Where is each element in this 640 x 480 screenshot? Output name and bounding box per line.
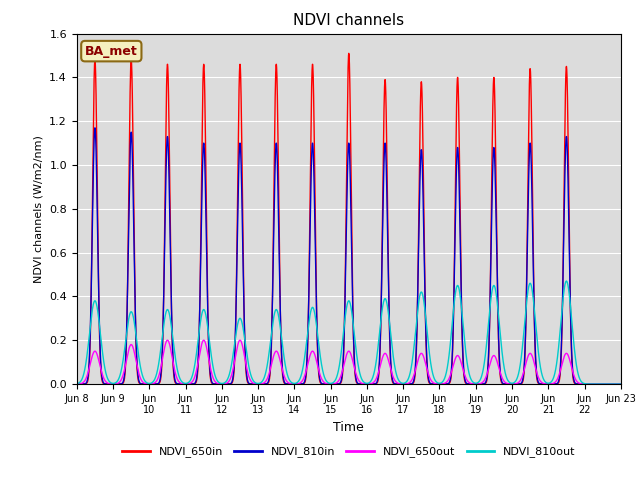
X-axis label: Time: Time (333, 421, 364, 434)
Legend: NDVI_650in, NDVI_810in, NDVI_650out, NDVI_810out: NDVI_650in, NDVI_810in, NDVI_650out, NDV… (118, 442, 580, 462)
Title: NDVI channels: NDVI channels (293, 13, 404, 28)
Y-axis label: NDVI channels (W/m2/nm): NDVI channels (W/m2/nm) (34, 135, 44, 283)
Text: BA_met: BA_met (85, 45, 138, 58)
